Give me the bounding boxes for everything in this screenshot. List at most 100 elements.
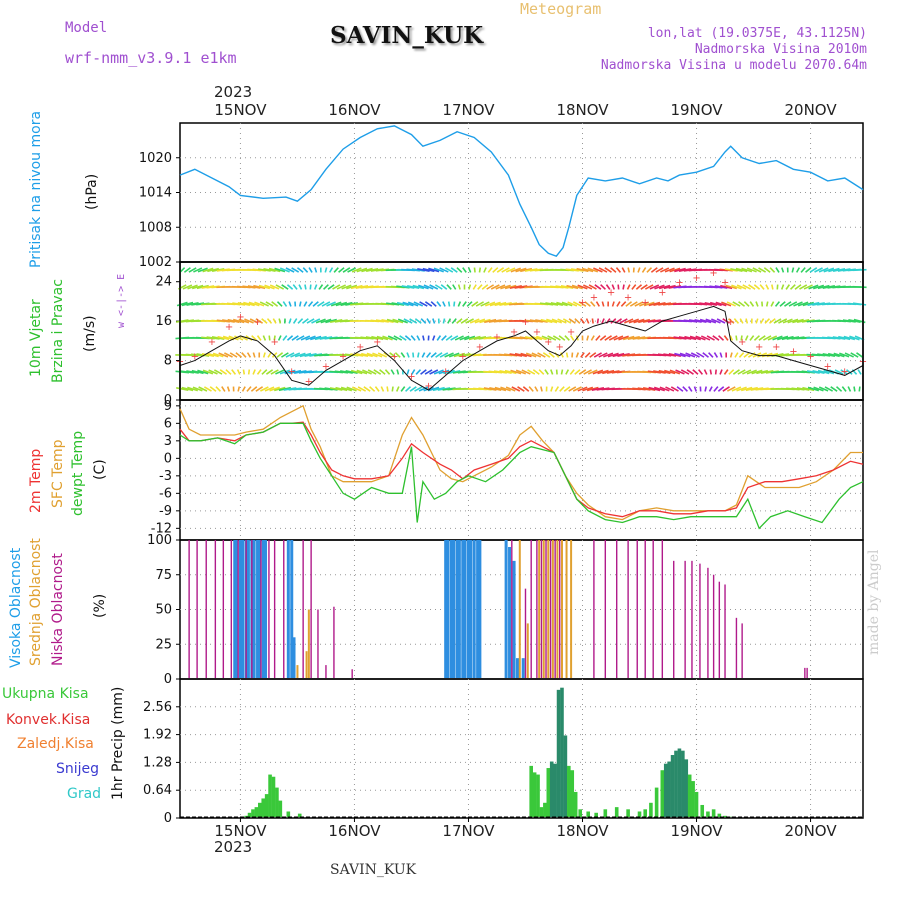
wind-arrow — [565, 369, 570, 375]
wind-arrow — [541, 335, 552, 341]
wind-arrow — [208, 369, 218, 375]
wind-arrow — [389, 352, 397, 358]
wind-arrow — [818, 267, 829, 273]
wind-arrow — [587, 267, 599, 273]
wind-arrow — [767, 335, 778, 341]
wind-arrow — [581, 267, 594, 273]
precip-bar — [670, 755, 675, 817]
wind-arrow — [698, 369, 704, 375]
model-name: wrf-nmm_v3.9.1 e1km — [65, 49, 237, 67]
wind-arrow — [363, 386, 371, 392]
wind-arrow — [288, 301, 292, 307]
wind-arrow — [538, 369, 545, 375]
wind-arrow — [257, 268, 271, 272]
wind-arrow — [399, 335, 407, 341]
wind-arrow — [310, 335, 322, 341]
precip-bar — [723, 815, 727, 817]
wind-arrow — [423, 284, 434, 290]
wind-gust-marker: + — [556, 342, 564, 353]
wind-arrow — [841, 386, 847, 392]
wind-arrow — [281, 352, 289, 358]
wind-arrow — [547, 335, 557, 341]
wind-arrow — [392, 318, 404, 324]
wind-arrow — [738, 352, 745, 358]
wind-arrow — [265, 369, 274, 375]
wind-arrow — [653, 386, 665, 392]
precip-bar — [543, 802, 547, 817]
wind-arrow — [818, 386, 829, 392]
wind-arrow — [540, 386, 543, 392]
tick-label-wind: 16 — [155, 314, 172, 329]
wind-arrow — [258, 284, 271, 290]
wind-arrow — [827, 352, 840, 358]
tick-label-precip: 2.56 — [143, 700, 172, 715]
wind-arrow — [708, 386, 713, 392]
wind-arrow — [622, 335, 635, 341]
wind-arrow — [653, 370, 666, 374]
day-label-bottom: 19NOV — [670, 822, 723, 840]
wind-arrow — [224, 352, 233, 358]
wind-arrow — [312, 301, 319, 307]
wind-arrow — [753, 284, 761, 290]
wind-arrow — [639, 301, 650, 307]
wind-arrow — [699, 318, 712, 324]
wind-arrow — [696, 352, 705, 358]
dewpt-temp-line — [179, 422, 864, 530]
legend-convective-rain: Konvek.Kisa — [6, 712, 91, 728]
wind-arrow — [272, 318, 277, 324]
wind-arrow — [738, 301, 746, 307]
day-label-bottom: 18NOV — [556, 822, 609, 840]
wind-arrow — [426, 352, 432, 358]
day-label-top: 19NOV — [670, 101, 723, 119]
wind-arrow — [435, 352, 443, 358]
precip-bar — [663, 763, 668, 817]
wind-arrow — [554, 386, 560, 392]
wind-arrow — [771, 284, 774, 290]
wind-arrow — [396, 301, 409, 307]
wind-arrow — [665, 386, 675, 392]
wind-arrow — [346, 386, 357, 392]
wind-arrow — [248, 301, 260, 307]
wind-arrow — [217, 335, 230, 341]
wind-arrow — [290, 352, 301, 358]
wind-arrow — [218, 352, 229, 358]
wind-arrow — [456, 267, 463, 273]
wind-arrow — [732, 301, 741, 307]
wind-arrow — [500, 284, 511, 290]
wind-arrow — [296, 267, 304, 273]
wind-arrow — [439, 352, 449, 358]
wind-arrow — [700, 335, 711, 341]
wind-arrow — [309, 284, 312, 290]
altitude-text: Nadmorska Visina 2010m — [694, 42, 867, 57]
precip-bar — [637, 811, 642, 817]
tick-label-pressure: 1002 — [139, 255, 172, 270]
day-label-bottom: 16NOV — [328, 822, 381, 840]
wind-arrow — [390, 369, 395, 375]
wind-arrow — [406, 284, 420, 290]
wind-arrow — [483, 267, 487, 273]
wind-arrow — [655, 267, 664, 273]
wind-arrow — [278, 318, 282, 324]
wind-arrow — [286, 335, 294, 341]
wind-arrow — [441, 335, 447, 341]
wind-arrow — [232, 318, 245, 324]
wind-arrow — [684, 335, 697, 341]
wind-arrow — [249, 318, 259, 324]
wind-arrow — [679, 352, 691, 358]
wind-arrow — [793, 301, 803, 307]
wind-arrow — [411, 369, 416, 375]
day-label-top: 18NOV — [556, 101, 609, 119]
wind-arrow — [759, 284, 765, 290]
wind-arrow — [563, 386, 571, 392]
wind-arrow — [708, 352, 714, 358]
wind-arrow — [237, 302, 251, 306]
wind-arrow — [560, 285, 574, 289]
wind-gust-marker: + — [727, 317, 735, 328]
wind-arrow — [832, 267, 846, 273]
wind-arrow — [494, 386, 507, 392]
wind-arrow — [285, 352, 295, 358]
tick-label-precip: 1.92 — [143, 728, 172, 743]
wind-arrow — [254, 301, 265, 307]
wind-arrow — [574, 369, 581, 375]
wind-arrow — [797, 301, 809, 307]
